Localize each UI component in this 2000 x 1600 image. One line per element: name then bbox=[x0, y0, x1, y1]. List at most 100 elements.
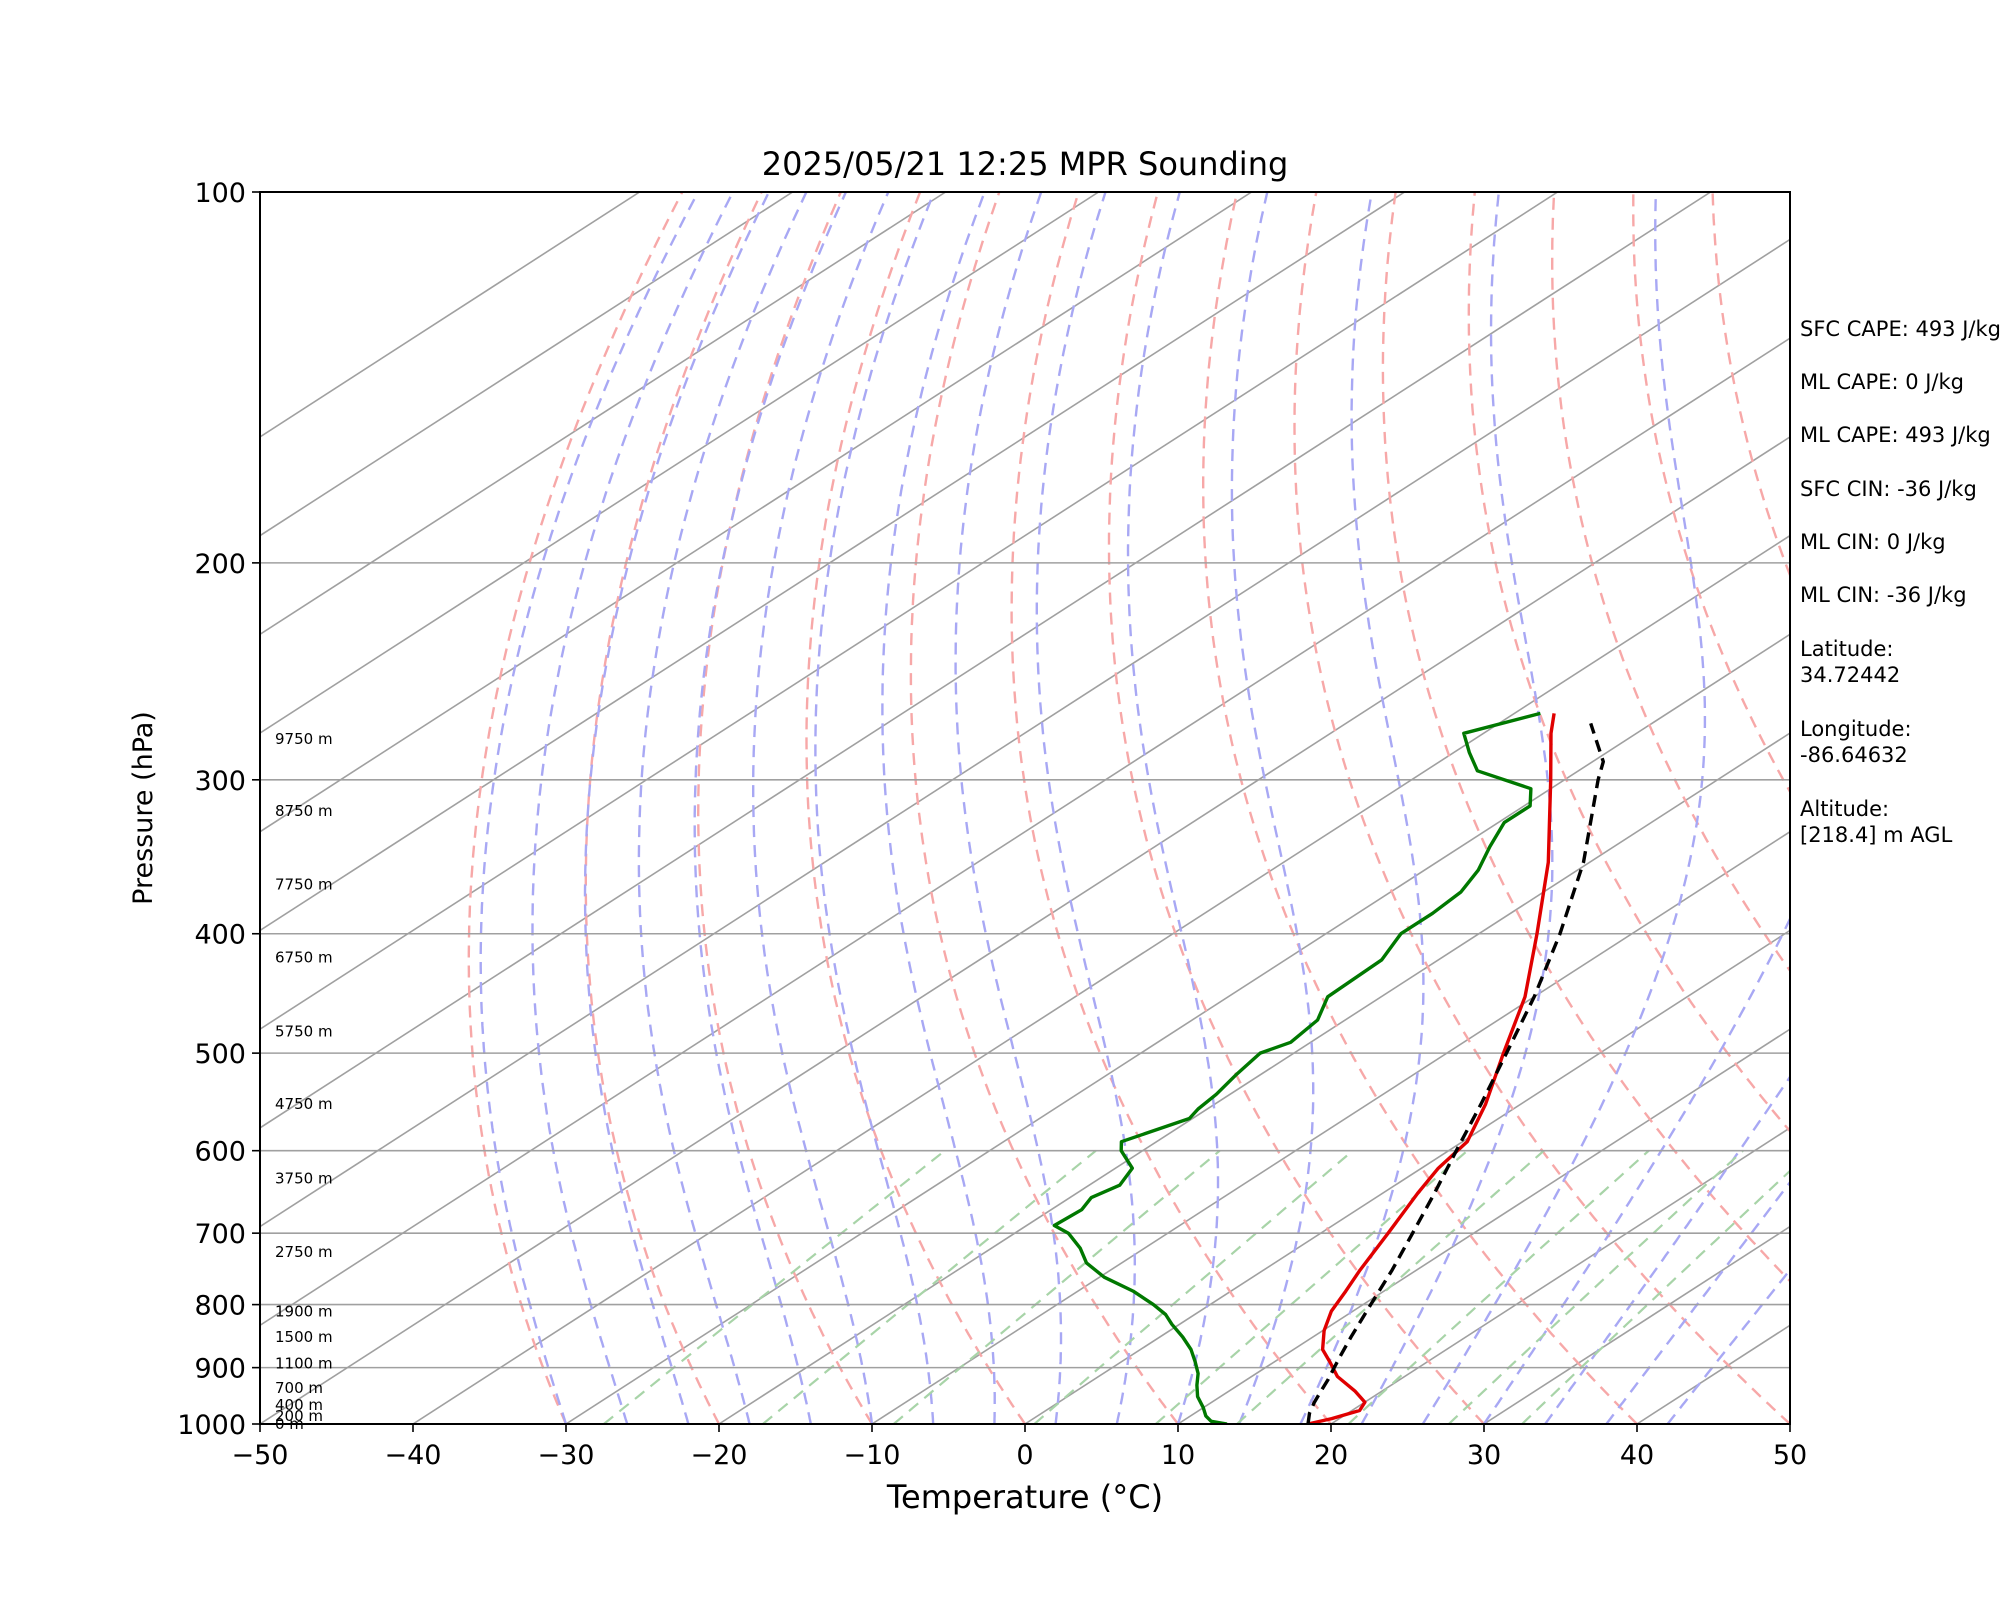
moist-adiabat bbox=[637, 192, 808, 1424]
dry-adiabat bbox=[909, 192, 1179, 1424]
mixing-ratio-line bbox=[892, 1149, 1221, 1424]
isotherm-line bbox=[260, 337, 1790, 1327]
longitude-text: Longitude: -86.64632 bbox=[1800, 717, 1912, 767]
x-tick-label: 50 bbox=[1773, 1440, 1807, 1471]
y-axis-ticks: 1000 900 800 700 600 500 400 300 200 100 bbox=[177, 178, 260, 1441]
moist-adiabat bbox=[479, 192, 700, 1424]
mixing-ratio-line bbox=[1236, 1149, 1545, 1424]
moist-adiabat bbox=[693, 192, 847, 1424]
dry-adiabat bbox=[805, 192, 1026, 1424]
y-tick-label: 900 bbox=[194, 1354, 246, 1385]
isotherm-line bbox=[260, 238, 1790, 1228]
x-tick-label: −20 bbox=[691, 1440, 748, 1471]
y-tick-label: 300 bbox=[194, 766, 246, 797]
isotherm-line bbox=[871, 830, 1790, 1424]
isotherm-line bbox=[260, 192, 641, 438]
moist-adiabat bbox=[1360, 192, 1554, 1424]
moist-adiabat bbox=[1299, 192, 1425, 1424]
dry-adiabat bbox=[467, 192, 684, 1424]
moist-adiabat bbox=[1421, 192, 1707, 1424]
isotherm-line bbox=[1024, 929, 1790, 1424]
x-tick-label: 40 bbox=[1620, 1440, 1654, 1471]
moist-adiabat bbox=[531, 192, 734, 1424]
dry-adiabat bbox=[584, 192, 763, 1424]
y-tick-label: 700 bbox=[194, 1219, 246, 1250]
moist-adiabat bbox=[583, 192, 770, 1424]
height-label: 400 m bbox=[275, 1396, 323, 1414]
moist-adiabat bbox=[814, 192, 936, 1424]
height-label: 4750 m bbox=[275, 1095, 333, 1113]
x-axis-label: Temperature (°C) bbox=[886, 1478, 1163, 1516]
moist-adiabat bbox=[1230, 192, 1315, 1424]
y-tick-label: 1000 bbox=[177, 1410, 246, 1441]
height-label: 200 m bbox=[275, 1407, 323, 1425]
isotherm-line bbox=[260, 435, 1790, 1424]
dry-adiabat bbox=[1010, 192, 1332, 1424]
isotherm-line bbox=[260, 192, 947, 636]
isotherm-line bbox=[1330, 1126, 1790, 1424]
dewpoint-trace bbox=[1052, 711, 1541, 1424]
height-label: 1900 m bbox=[275, 1302, 333, 1320]
height-label: 9750 m bbox=[275, 730, 333, 748]
dry-adiabat bbox=[1107, 192, 1485, 1424]
isotherm-line bbox=[260, 192, 1253, 833]
chart-title: 2025/05/21 12:25 MPR Sounding bbox=[762, 145, 1289, 183]
moist-adiabat bbox=[1544, 1074, 1790, 1424]
latitude-text: Latitude: 34.72442 bbox=[1800, 637, 1901, 687]
moist-adiabat bbox=[1035, 192, 1136, 1424]
isotherm-line bbox=[260, 192, 1406, 932]
height-label: 7750 m bbox=[275, 876, 333, 894]
moist-adiabat bbox=[881, 192, 996, 1424]
ml-cin-text: ML CIN: 0 J/kg bbox=[1800, 530, 1946, 554]
height-label: 3750 m bbox=[275, 1169, 333, 1187]
mixing-ratio-line bbox=[1347, 1149, 1650, 1424]
y-tick-label: 100 bbox=[194, 178, 246, 209]
moist-adiabat bbox=[1605, 1180, 1790, 1424]
temperature-trace bbox=[1307, 713, 1556, 1424]
altitude-text: Altitude: [218.4] m AGL bbox=[1800, 797, 1953, 847]
moist-adiabat bbox=[752, 192, 890, 1424]
moist-adiabat bbox=[954, 192, 1063, 1424]
height-label: 1100 m bbox=[275, 1354, 333, 1372]
ml-cape-text: ML CAPE: 0 J/kg bbox=[1800, 370, 1965, 394]
sfc-cape-text: SFC CAPE: 493 J/kg bbox=[1800, 317, 2000, 341]
height-label: 1500 m bbox=[275, 1328, 333, 1346]
y-tick-label: 200 bbox=[194, 549, 246, 580]
x-tick-label: −30 bbox=[538, 1440, 595, 1471]
x-tick-label: 0 bbox=[1016, 1440, 1033, 1471]
x-axis-ticks: −50 −40 −30 −20 −10 0 10 20 30 40 50 bbox=[232, 1424, 1807, 1471]
ml-cin-text-2: ML CIN: -36 J/kg bbox=[1800, 583, 1967, 607]
x-tick-label: 10 bbox=[1161, 1440, 1195, 1471]
dry-adiabat bbox=[1632, 192, 1790, 795]
x-tick-label: 20 bbox=[1314, 1440, 1348, 1471]
height-label: 700 m bbox=[275, 1379, 323, 1397]
y-tick-label: 500 bbox=[194, 1039, 246, 1070]
dry-adiabat bbox=[1293, 192, 1790, 1424]
parcel-path-trace bbox=[1306, 722, 1605, 1424]
height-label: 6750 m bbox=[275, 948, 333, 966]
isotherm-line bbox=[718, 732, 1790, 1424]
isotherm-line bbox=[260, 192, 794, 537]
mixing-ratio-line bbox=[1521, 1169, 1790, 1424]
y-tick-label: 800 bbox=[194, 1291, 246, 1322]
height-label: 0 m bbox=[275, 1415, 304, 1433]
isotherm-line bbox=[260, 192, 1712, 1129]
y-tick-label: 600 bbox=[194, 1137, 246, 1168]
height-label: 5750 m bbox=[275, 1022, 333, 1040]
isotherm-line bbox=[412, 534, 1790, 1424]
isotherm-line bbox=[1177, 1028, 1790, 1424]
dry-adiabat bbox=[1381, 192, 1790, 1283]
sounding-traces bbox=[1052, 711, 1605, 1424]
x-tick-label: 30 bbox=[1467, 1440, 1501, 1471]
x-tick-label: −40 bbox=[385, 1440, 442, 1471]
sfc-cin-text: SFC CIN: -36 J/kg bbox=[1800, 477, 1977, 501]
height-label: 8750 m bbox=[275, 802, 333, 820]
y-axis-label: Pressure (hPa) bbox=[128, 711, 159, 905]
moist-adiabat bbox=[1666, 1268, 1790, 1424]
height-label: 2750 m bbox=[275, 1243, 333, 1261]
isotherm-line bbox=[565, 633, 1790, 1424]
isotherm-line bbox=[260, 192, 1100, 734]
dry-adiabat bbox=[696, 192, 874, 1424]
